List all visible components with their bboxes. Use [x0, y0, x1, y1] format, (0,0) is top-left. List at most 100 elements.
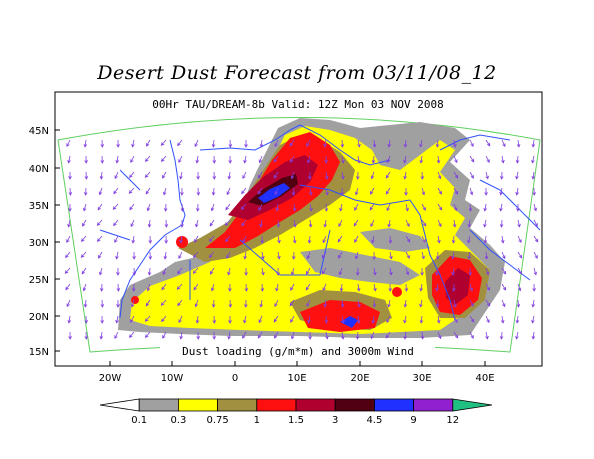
wind-arrow [290, 267, 295, 276]
wind-arrow [128, 187, 135, 194]
wind-arrow [243, 251, 247, 260]
wind-arrow [453, 299, 457, 308]
wind-arrow [531, 139, 536, 148]
wind-arrow [305, 283, 311, 291]
wind-arrow [228, 315, 232, 324]
dust-level-red-south [300, 300, 380, 332]
wind-arrow [228, 283, 232, 292]
wind-arrow [387, 219, 391, 228]
wind-arrow [212, 155, 217, 164]
wind-arrow [453, 315, 458, 324]
wind-arrow [453, 187, 459, 195]
wind-arrow [531, 331, 536, 340]
wind-arrow [387, 299, 391, 308]
wind-arrow [370, 219, 375, 228]
wind-arrow [84, 331, 89, 340]
wind-arrow [485, 171, 489, 180]
wind-arrow [386, 315, 391, 324]
wind-arrow [323, 299, 327, 308]
wind-arrow [196, 203, 200, 212]
wind-arrow [130, 219, 135, 228]
wind-arrow [177, 267, 183, 275]
wind-arrow [148, 235, 153, 244]
wind-arrow [68, 187, 73, 196]
wind-arrow [419, 283, 423, 292]
wind-arrow [325, 331, 329, 340]
wind-arrow [290, 283, 295, 291]
colorbar-label: 3 [332, 415, 338, 426]
wind-arrow [261, 251, 265, 260]
wind-arrow [84, 155, 88, 164]
wind-arrow [258, 203, 263, 212]
wind-arrow [532, 187, 536, 196]
wind-arrow [68, 331, 72, 340]
wind-arrow [242, 171, 247, 180]
wind-arrow [307, 235, 312, 244]
dust-level-blue [258, 183, 290, 203]
wind-arrow [65, 283, 71, 291]
wind-arrow [388, 235, 393, 244]
wind-arrow [338, 251, 343, 259]
wind-arrow [258, 155, 263, 164]
wind-arrow [82, 203, 87, 212]
colorbar-swatch [295, 398, 336, 412]
wind-arrow [322, 283, 327, 292]
wind-arrow [531, 315, 535, 324]
wind-arrow [164, 235, 168, 244]
wind-arrow [372, 299, 377, 308]
wind-arrow [227, 171, 232, 180]
wind-arrow [340, 331, 345, 340]
wind-arrow [389, 267, 393, 276]
wind-arrow [306, 267, 311, 275]
wind-arrow [289, 299, 295, 307]
wind-arrow [435, 267, 439, 276]
wind-arrow [160, 139, 167, 146]
wind-arrow [130, 155, 135, 163]
wind-arrow [484, 251, 489, 260]
wind-arrow [322, 235, 327, 244]
map-frame [54, 91, 543, 367]
lon-label: 20W [99, 373, 122, 384]
colorbar-label: 0.3 [170, 415, 186, 426]
dust-level-darkred-east [445, 268, 470, 305]
wind-arrow [403, 299, 408, 308]
wind-arrow [194, 235, 199, 243]
wind-arrow [144, 331, 151, 338]
wind-arrow [451, 267, 455, 276]
wind-arrow [274, 331, 279, 339]
wind-arrow [116, 283, 121, 292]
colorbar-swatch [373, 398, 414, 412]
wind-arrow [148, 251, 153, 260]
colorbar-swatch [138, 398, 179, 412]
wind-arrow [515, 155, 520, 164]
wind-arrow [244, 299, 248, 308]
wind-arrow [163, 203, 168, 212]
wind-arrow [308, 331, 312, 340]
map-title: Desert Dust Forecast from 03/11/08_12 [97, 62, 497, 84]
wind-arrow [373, 267, 377, 276]
wind-arrow [211, 139, 216, 148]
wind-arrow [80, 235, 87, 243]
wind-arrow [533, 267, 537, 276]
wind-arrow [194, 299, 199, 308]
lat-label: 35N [29, 201, 49, 212]
wind-arrow [131, 139, 135, 148]
colorbar-swatch [256, 398, 297, 412]
wind-arrow [338, 219, 343, 228]
wind-arrow [341, 155, 345, 164]
wind-arrow [129, 171, 135, 179]
wind-arrow [403, 171, 407, 180]
wind-arrow [178, 251, 183, 260]
wind-arrow [116, 139, 120, 148]
wind-arrow [388, 283, 392, 292]
wind-arrow [308, 219, 313, 228]
wind-arrow [83, 187, 88, 196]
lon-label: 20E [350, 373, 369, 384]
wind-arrow [453, 171, 459, 179]
wind-arrow [404, 187, 408, 196]
wind-arrow [420, 171, 425, 180]
wind-arrow [435, 299, 440, 308]
colorbar-label: 12 [446, 415, 459, 426]
wind-arrow [452, 283, 456, 292]
wind-arrow [228, 299, 233, 308]
